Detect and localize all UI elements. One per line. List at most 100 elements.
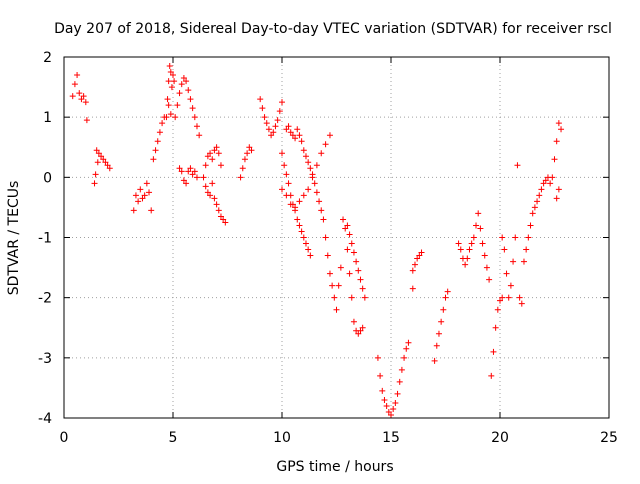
data-point — [220, 216, 227, 223]
series-arc-17 — [344, 222, 368, 301]
data-point — [518, 300, 525, 307]
series-arc-25 — [549, 120, 565, 202]
data-point — [296, 198, 303, 205]
data-point — [202, 162, 209, 169]
data-marks-layer — [69, 63, 565, 418]
data-point — [279, 186, 285, 193]
data-point — [385, 408, 392, 415]
data-point — [477, 225, 484, 232]
data-point — [302, 153, 309, 160]
data-point — [268, 132, 275, 139]
data-point — [497, 297, 503, 304]
data-point — [159, 120, 166, 127]
data-point — [553, 195, 560, 202]
series-arc-22 — [488, 294, 506, 379]
data-point — [355, 330, 362, 337]
data-point — [174, 102, 181, 109]
series-arc-15 — [322, 234, 344, 313]
x-tick-label: 5 — [169, 430, 178, 446]
data-point — [322, 141, 329, 148]
series-arc-16 — [340, 216, 366, 337]
data-point — [132, 192, 139, 199]
data-point — [381, 396, 388, 403]
data-point — [274, 117, 281, 124]
data-point — [78, 96, 85, 103]
data-point — [501, 246, 508, 253]
data-point — [241, 156, 248, 163]
data-point — [514, 162, 521, 169]
data-point — [401, 354, 408, 361]
data-point — [207, 192, 214, 199]
data-point — [283, 171, 290, 178]
y-tick-label: -2 — [38, 291, 52, 307]
data-point — [355, 267, 362, 274]
data-point — [305, 159, 312, 166]
data-point — [536, 192, 543, 199]
series-arc-08 — [200, 144, 224, 181]
data-point — [166, 63, 173, 70]
data-point — [405, 339, 412, 346]
data-point — [335, 282, 342, 289]
data-point — [178, 168, 185, 175]
data-point — [187, 96, 194, 103]
data-point — [298, 138, 305, 145]
y-tick-label: -3 — [38, 351, 52, 367]
series-arc-24 — [520, 174, 554, 265]
data-point — [398, 366, 405, 373]
data-point — [244, 150, 251, 157]
data-point — [320, 216, 327, 223]
data-point — [411, 261, 418, 268]
data-point — [499, 234, 506, 241]
data-point — [139, 195, 146, 202]
x-tick-label: 15 — [382, 430, 400, 446]
data-point — [431, 357, 438, 364]
data-point — [307, 252, 314, 259]
data-point — [170, 72, 176, 79]
data-point — [200, 174, 207, 181]
data-point — [215, 150, 222, 157]
data-point — [324, 252, 331, 259]
data-point — [394, 390, 401, 397]
data-point — [353, 258, 360, 265]
data-point — [246, 144, 253, 151]
data-point — [516, 294, 523, 301]
data-point — [91, 180, 98, 187]
data-point — [135, 198, 142, 205]
data-point — [348, 240, 355, 247]
data-point — [207, 150, 214, 157]
series-arc-04 — [150, 114, 168, 163]
plot-frame — [63, 56, 610, 419]
data-point — [534, 198, 541, 205]
data-point — [163, 114, 170, 121]
data-point — [176, 90, 183, 97]
data-point — [292, 135, 299, 142]
series-arc-20 — [431, 288, 451, 364]
data-point — [141, 192, 148, 199]
series-arc-05 — [163, 63, 178, 121]
data-point — [146, 189, 153, 196]
data-point — [74, 72, 81, 79]
data-point — [510, 258, 517, 265]
data-point — [494, 306, 501, 313]
data-point — [388, 411, 394, 418]
data-point — [551, 156, 558, 163]
data-point — [344, 246, 351, 253]
chart-title: Day 207 of 2018, Sidereal Day-to-day VTE… — [54, 21, 612, 37]
data-point — [318, 150, 325, 157]
data-point — [311, 180, 318, 187]
series-arc-21 — [455, 210, 493, 283]
data-point — [442, 294, 449, 301]
data-point — [483, 264, 490, 271]
data-point — [379, 387, 386, 394]
data-point — [409, 285, 416, 292]
data-point — [204, 189, 211, 196]
data-point — [94, 159, 101, 166]
data-point — [265, 126, 272, 133]
data-point — [464, 255, 471, 262]
data-point — [93, 147, 100, 154]
data-point — [555, 120, 562, 127]
data-point — [222, 219, 229, 226]
data-point — [359, 285, 366, 292]
y-tick-label: 0 — [43, 170, 52, 186]
